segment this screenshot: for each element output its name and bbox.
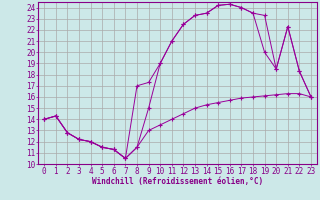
X-axis label: Windchill (Refroidissement éolien,°C): Windchill (Refroidissement éolien,°C) <box>92 177 263 186</box>
